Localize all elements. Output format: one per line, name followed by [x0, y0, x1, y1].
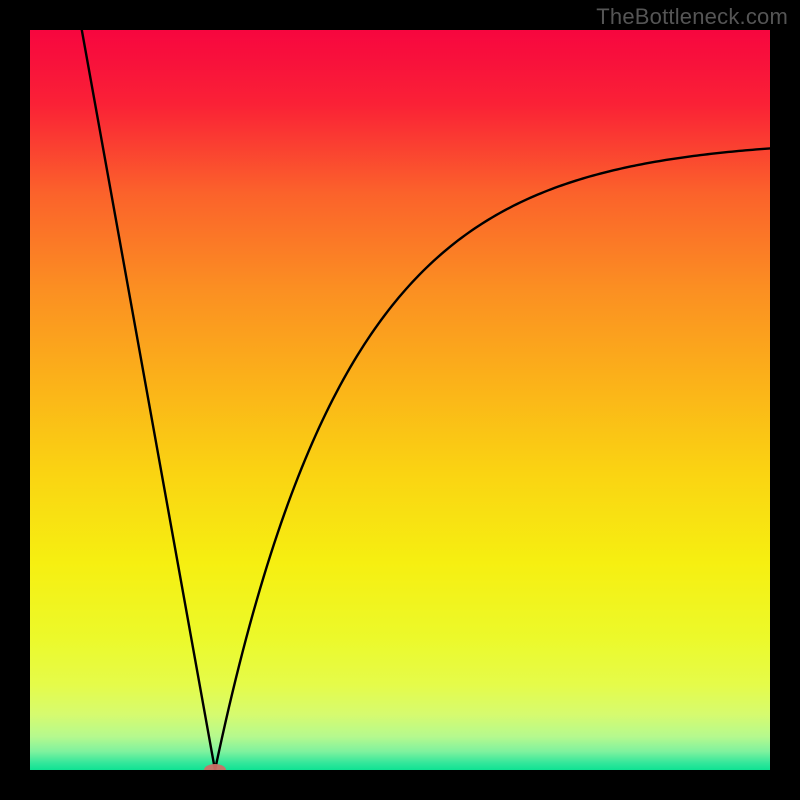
watermark-text: TheBottleneck.com: [596, 4, 788, 30]
chart-plot-area: [30, 30, 770, 770]
chart-svg: [30, 30, 770, 770]
chart-frame: TheBottleneck.com: [0, 0, 800, 800]
chart-background: [30, 30, 770, 770]
